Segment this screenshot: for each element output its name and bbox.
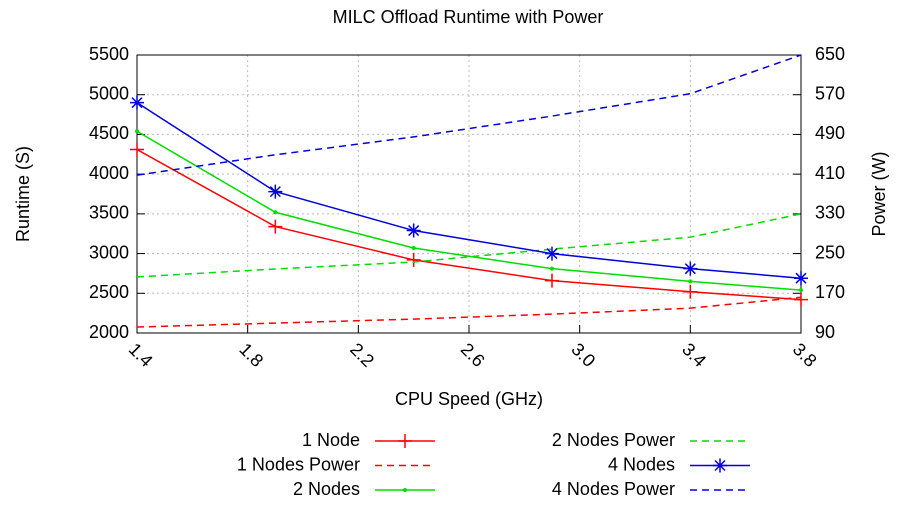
x-tick-label: 1.8 <box>235 339 267 371</box>
point <box>794 292 808 307</box>
point <box>545 246 559 261</box>
point <box>268 184 283 199</box>
legend-label: 1 Nodes Power <box>237 454 360 474</box>
y-tick-label: 3500 <box>89 203 129 223</box>
y2-tick-label: 250 <box>815 242 845 262</box>
y2-tick-label: 170 <box>815 282 845 302</box>
legend-marker <box>403 488 407 492</box>
y2-tick-label: 90 <box>815 322 835 342</box>
legend-label: 4 Nodes <box>608 454 675 474</box>
chart-title: MILC Offload Runtime with Power <box>333 7 604 27</box>
series-line <box>137 130 801 291</box>
series-line <box>137 148 801 301</box>
y2-tick-label: 490 <box>815 123 845 143</box>
series-line <box>137 54 801 176</box>
x-tick-label: 2.6 <box>457 339 489 371</box>
y2-tick-label: 650 <box>815 44 845 64</box>
point <box>130 142 144 157</box>
point <box>406 252 421 267</box>
legend-marker <box>713 458 727 473</box>
point <box>688 279 693 284</box>
y2-tick-label: 570 <box>815 83 845 103</box>
y-tick-label: 3000 <box>89 242 129 262</box>
point <box>273 210 278 215</box>
series-line <box>137 102 801 279</box>
point <box>799 288 803 293</box>
x-tick-label: 3.4 <box>678 339 710 371</box>
x-tick-label: 3.8 <box>789 339 821 371</box>
y2-axis-label: Power (W) <box>869 152 889 237</box>
point <box>130 95 144 110</box>
y-tick-label: 4000 <box>89 163 129 183</box>
plot-border <box>136 54 802 334</box>
y-tick-label: 2500 <box>89 282 129 302</box>
legend-label: 2 Nodes <box>293 479 360 499</box>
point <box>411 246 416 251</box>
y-tick-label: 4500 <box>89 123 129 143</box>
legend-label: 2 Nodes Power <box>552 430 675 450</box>
point <box>683 284 698 299</box>
y-tick-label: 2000 <box>89 322 129 342</box>
point <box>683 261 698 276</box>
point <box>135 129 139 134</box>
point <box>794 271 808 286</box>
x-tick-label: 1.4 <box>125 339 157 371</box>
point <box>545 273 559 288</box>
x-axis-label: CPU Speed (GHz) <box>395 389 543 409</box>
y-tick-label: 5500 <box>89 44 129 64</box>
point <box>268 219 283 234</box>
x-tick-label: 2.2 <box>346 339 378 371</box>
y-axis-label: Runtime (S) <box>13 146 33 242</box>
y2-tick-label: 410 <box>815 163 845 183</box>
legend-label: 1 Node <box>302 430 360 450</box>
legend-marker <box>398 434 412 448</box>
y2-tick-label: 330 <box>815 203 845 223</box>
point <box>550 266 554 271</box>
point <box>406 223 421 238</box>
y-tick-label: 5000 <box>89 83 129 103</box>
x-tick-label: 3.0 <box>567 339 599 371</box>
legend-label: 4 Nodes Power <box>552 479 675 499</box>
